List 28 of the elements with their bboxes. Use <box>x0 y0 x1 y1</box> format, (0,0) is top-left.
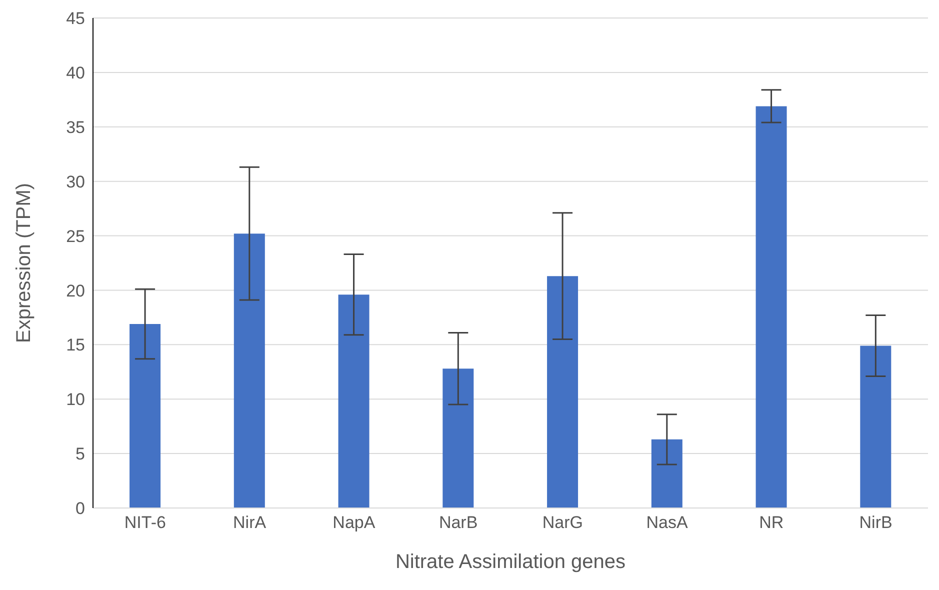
y-tick-label: 25 <box>66 226 85 246</box>
x-tick-label: NIT-6 <box>124 513 166 532</box>
bar <box>756 106 787 508</box>
y-tick-label: 20 <box>66 281 85 300</box>
x-tick-label: NirA <box>233 513 267 532</box>
bar <box>860 346 892 508</box>
y-tick-label: 45 <box>66 9 85 28</box>
y-tick-label: 30 <box>66 172 85 192</box>
y-axis-title: Expression (TPM) <box>13 182 36 343</box>
y-tick-label: 5 <box>76 444 85 464</box>
y-tick-label: 35 <box>66 118 85 137</box>
y-tick-label: 40 <box>66 63 85 82</box>
x-tick-label: NR <box>759 513 784 532</box>
bar <box>547 276 578 508</box>
bar <box>234 234 265 508</box>
x-axis-title: Nitrate Assimilation genes <box>395 551 626 573</box>
x-tick-label: NarB <box>438 513 478 532</box>
x-tick-label: NapA <box>332 513 376 532</box>
bar <box>442 368 474 508</box>
x-tick-label: NirB <box>859 513 892 532</box>
y-tick-label: 0 <box>76 499 85 518</box>
y-tick-label: 10 <box>66 390 85 410</box>
y-tick-label: 15 <box>66 336 85 355</box>
x-tick-label: NasA <box>646 513 689 532</box>
bar <box>130 324 161 508</box>
bar <box>651 439 682 508</box>
x-tick-label: NarG <box>542 513 583 532</box>
bar <box>338 294 370 508</box>
